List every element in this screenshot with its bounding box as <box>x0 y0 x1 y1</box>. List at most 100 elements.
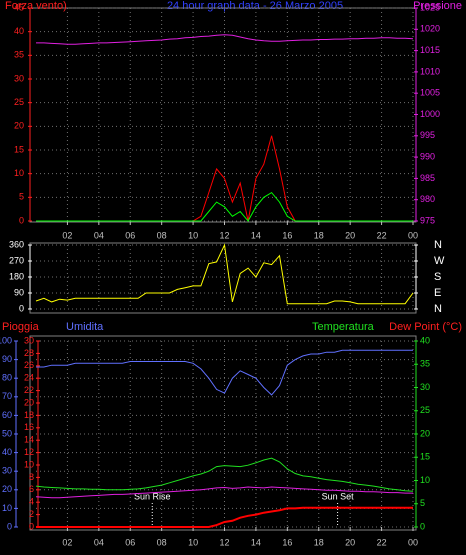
x-tick-label: 00 <box>408 230 418 240</box>
x-tick-label: 08 <box>157 230 167 240</box>
series-line <box>36 34 414 45</box>
x-tick-label: 00 <box>408 537 418 547</box>
y-tick-label: 1000 <box>420 109 440 119</box>
y-tick-label: 35 <box>420 359 430 369</box>
y-tick-label: 20 <box>420 428 430 438</box>
y-tick-label: 0 <box>420 521 425 531</box>
x-tick-label: 20 <box>345 537 355 547</box>
y-tick-label: 990 <box>420 151 435 161</box>
y-tick-label: 10 <box>2 503 12 513</box>
y-tick-label: S <box>434 271 441 283</box>
series-line <box>35 486 413 499</box>
y-tick-label: 80 <box>2 373 12 383</box>
y-tick-label: 8 <box>29 472 34 482</box>
y-tick-label: 40 <box>420 335 430 345</box>
y-tick-label: 1010 <box>420 66 440 76</box>
y-tick-label: 1015 <box>420 45 440 55</box>
x-tick-label: 10 <box>188 230 198 240</box>
x-tick-label: 02 <box>62 230 72 240</box>
y-tick-label: 70 <box>2 391 12 401</box>
y-tick-label: 15 <box>420 452 430 462</box>
y-tick-label: 2 <box>29 509 34 519</box>
chart-title: 24 hour graph data - 26 Marzo 2005 <box>167 0 343 12</box>
x-tick-label: 02 <box>62 537 72 547</box>
x-tick-label: 06 <box>125 230 135 240</box>
series-line <box>36 349 413 396</box>
y-tick-label: 15 <box>14 144 24 154</box>
y-tick-label: 0 <box>7 521 12 531</box>
y-tick-label: 5 <box>420 498 425 508</box>
y-tick-label: 16 <box>24 422 34 432</box>
y-tick-label: 40 <box>2 447 12 457</box>
series-line <box>35 457 414 492</box>
y-tick-label: 20 <box>24 397 34 407</box>
y-tick-label: 14 <box>24 435 34 445</box>
x-tick-label: 12 <box>219 537 229 547</box>
y-tick-label: 30 <box>24 335 34 345</box>
y-tick-label: 0 <box>29 521 34 531</box>
x-tick-label: 20 <box>345 230 355 240</box>
y-tick-label: 60 <box>2 410 12 420</box>
series-line <box>36 506 413 528</box>
y-tick-label: 4 <box>29 497 34 507</box>
annotation: Sun Rise <box>134 491 171 501</box>
y-tick-label: 360 <box>9 239 24 249</box>
axis-title: Umidita <box>66 321 104 333</box>
x-tick-label: 06 <box>125 537 135 547</box>
y-tick-label: 270 <box>9 255 24 265</box>
y-tick-label: 18 <box>24 410 34 420</box>
axis-title: Dew Point (°C) <box>389 321 462 333</box>
y-tick-label: 28 <box>24 348 34 358</box>
y-tick-label: 985 <box>420 173 435 183</box>
y-tick-label: 6 <box>29 484 34 494</box>
axis-title: Temperatura <box>312 321 375 333</box>
x-tick-label: 22 <box>377 537 387 547</box>
y-tick-label: 1020 <box>420 24 440 34</box>
y-tick-label: 30 <box>2 466 12 476</box>
y-tick-label: 24 <box>24 373 34 383</box>
axis-title: Forza vento) <box>5 0 67 12</box>
panel-frame <box>29 242 417 314</box>
y-tick-label: 30 <box>420 382 430 392</box>
y-tick-label: 20 <box>14 121 24 131</box>
annotation: Sun Set <box>322 491 355 501</box>
y-tick-label: 90 <box>2 354 12 364</box>
y-tick-label: 180 <box>9 271 24 281</box>
y-tick-label: 980 <box>420 194 435 204</box>
x-tick-label: 18 <box>314 230 324 240</box>
series-line <box>36 191 413 222</box>
y-tick-label: 975 <box>420 215 435 225</box>
y-tick-label: N <box>434 239 442 251</box>
y-tick-label: 1025 <box>420 2 440 12</box>
x-tick-label: 04 <box>94 537 104 547</box>
y-tick-label: 1005 <box>420 88 440 98</box>
y-tick-label: 10 <box>14 168 24 178</box>
y-tick-label: 50 <box>2 428 12 438</box>
y-tick-label: 45 <box>14 2 24 12</box>
y-tick-label: E <box>434 287 441 299</box>
y-tick-label: 20 <box>2 484 12 494</box>
y-tick-label: 0 <box>19 303 24 313</box>
y-tick-label: 100 <box>0 335 12 345</box>
x-tick-label: 16 <box>282 230 292 240</box>
y-tick-label: 22 <box>24 385 34 395</box>
x-tick-label: 16 <box>282 537 292 547</box>
x-tick-label: 22 <box>377 230 387 240</box>
x-tick-label: 04 <box>94 230 104 240</box>
y-tick-label: 5 <box>19 192 24 202</box>
y-tick-label: 10 <box>420 475 430 485</box>
y-tick-label: 12 <box>24 447 34 457</box>
axis-title: Pressione <box>413 0 462 12</box>
y-tick-label: 35 <box>14 50 24 60</box>
x-tick-label: 14 <box>251 230 261 240</box>
axis-title: Pioggia <box>2 321 40 333</box>
series-line <box>35 243 414 305</box>
y-tick-label: 25 <box>420 405 430 415</box>
y-tick-label: 0 <box>19 215 24 225</box>
x-tick-label: 08 <box>157 537 167 547</box>
x-tick-label: 18 <box>314 537 324 547</box>
y-tick-label: N <box>434 303 442 315</box>
x-tick-label: 14 <box>251 537 261 547</box>
